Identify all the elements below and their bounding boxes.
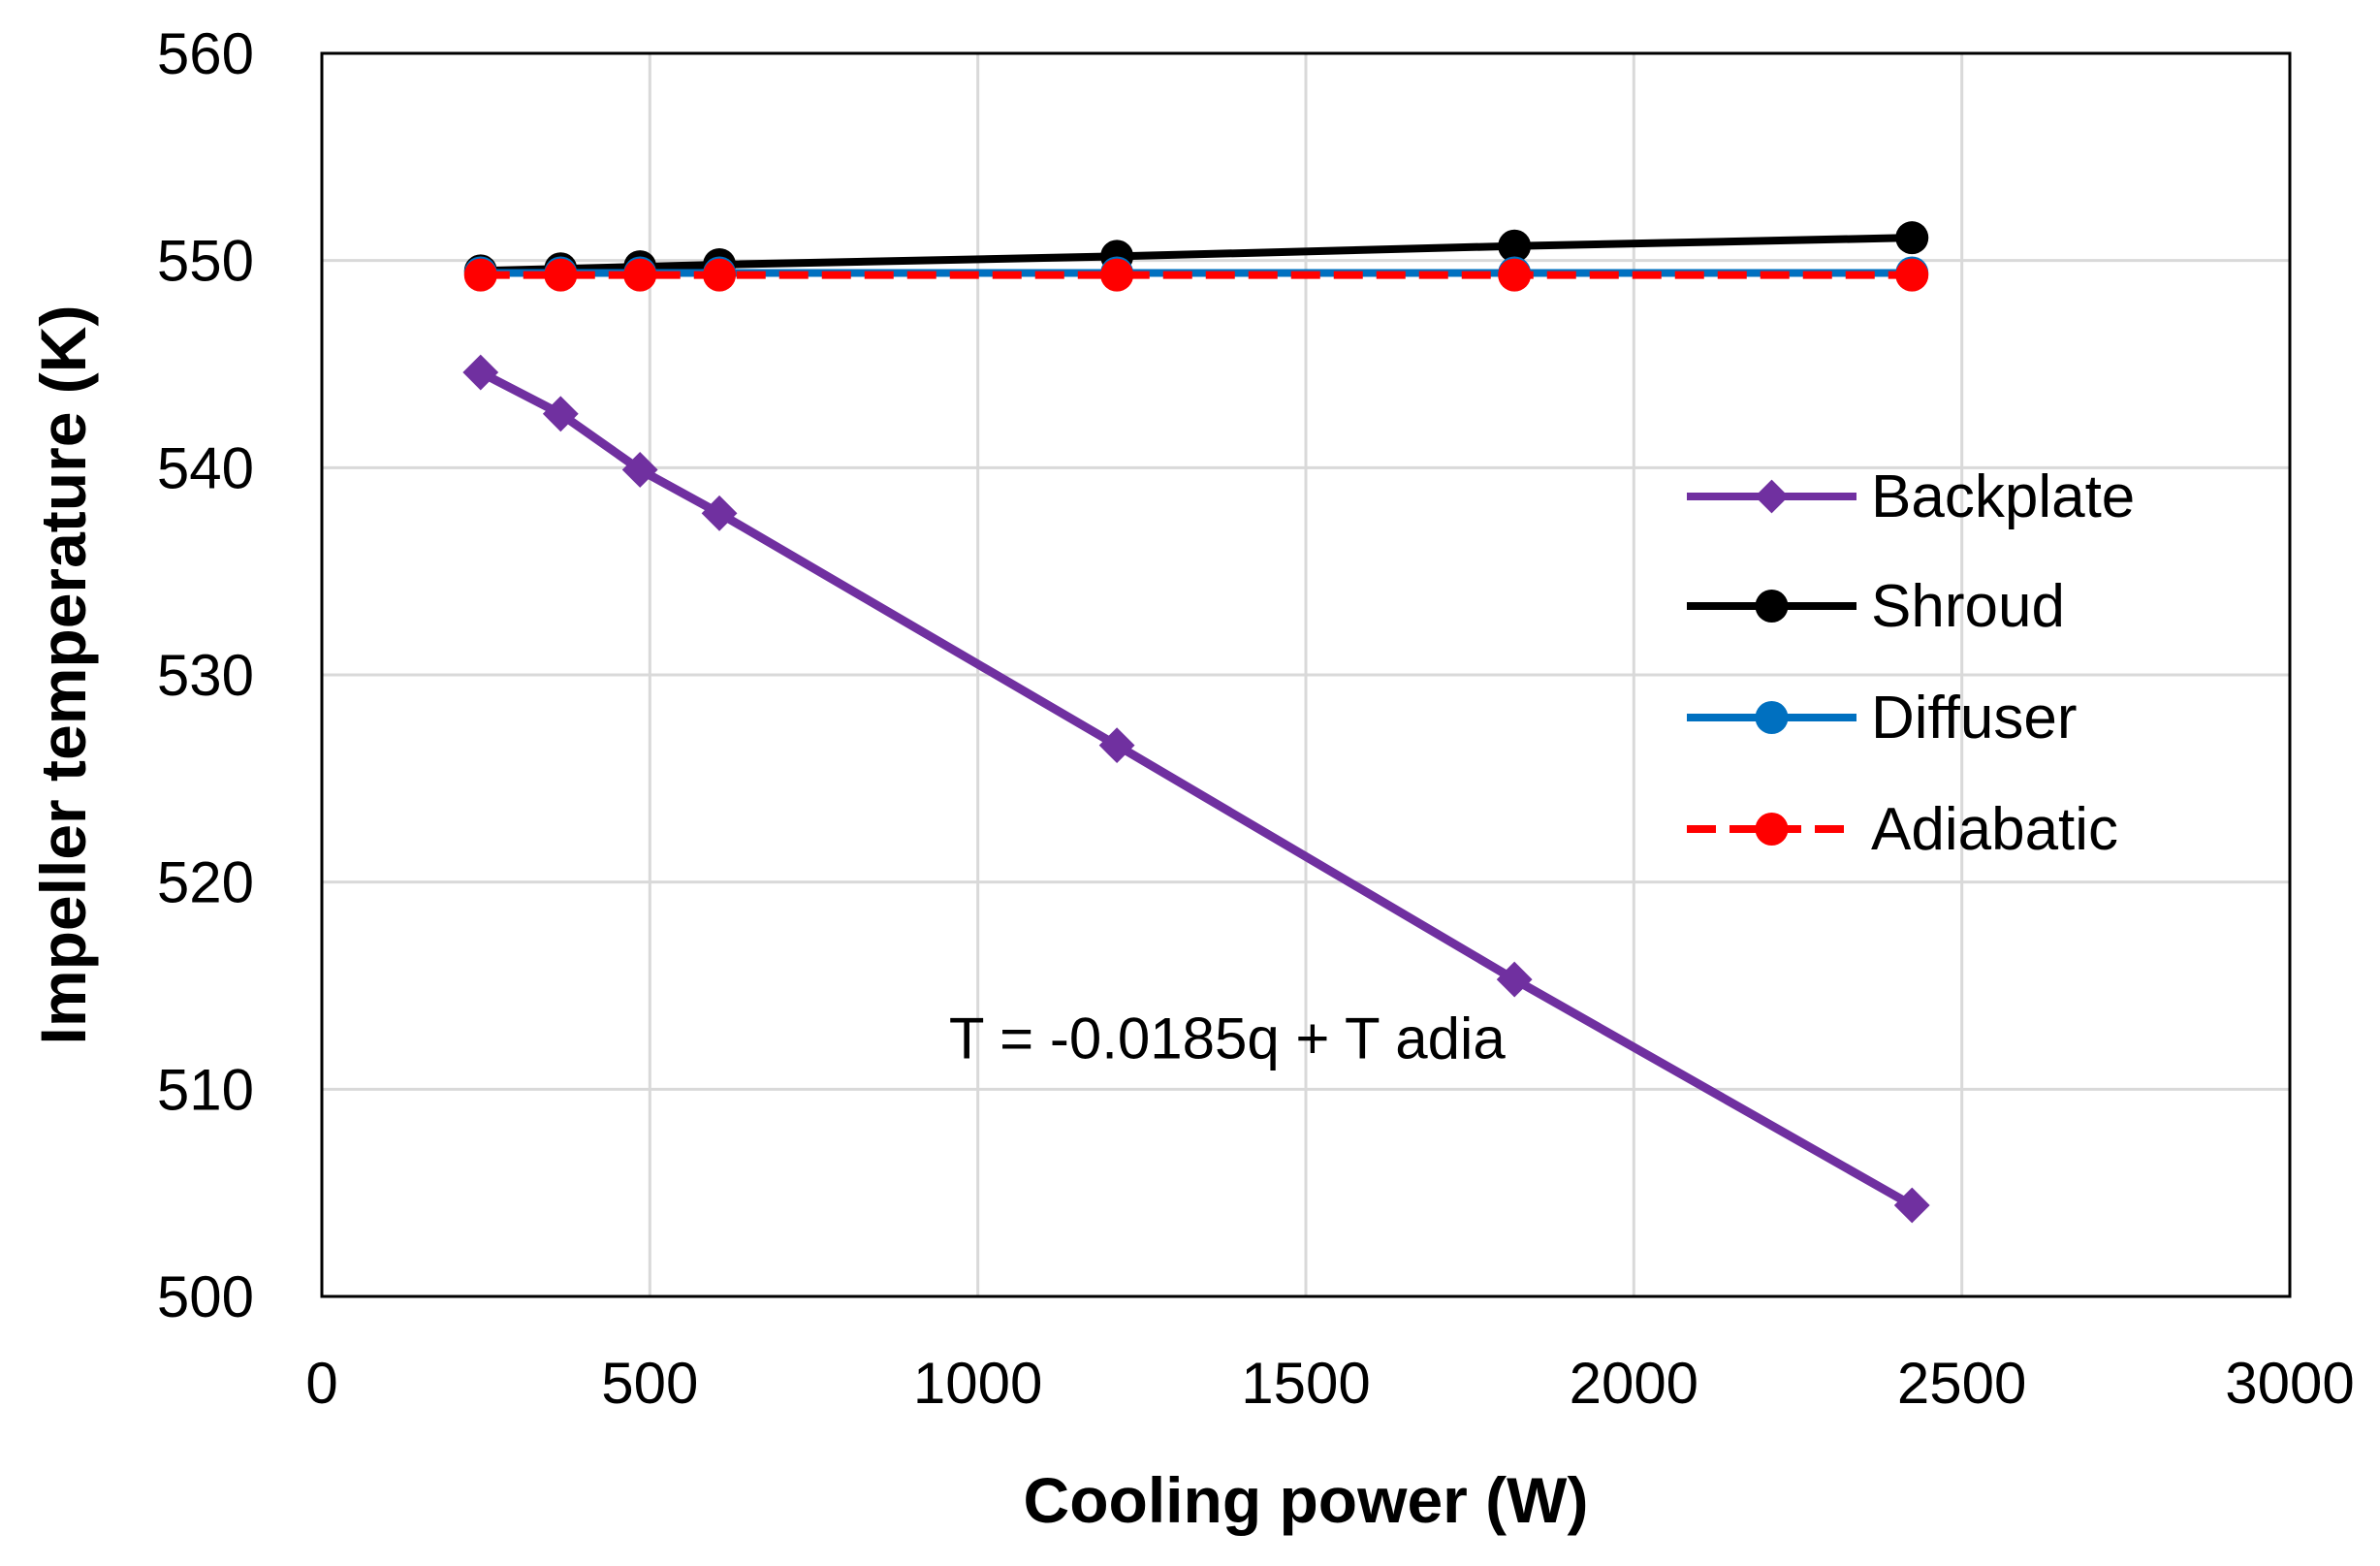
backplate-point: [462, 354, 499, 391]
adiabatic-point: [544, 258, 578, 292]
adiabatic-point: [703, 258, 737, 292]
y-tick-label: 500: [157, 1264, 254, 1329]
backplate-point: [1098, 727, 1135, 764]
backplate-point: [542, 396, 579, 432]
shroud-line: [480, 234, 1913, 275]
y-tick-label: 550: [157, 229, 254, 294]
series-shroud: [463, 221, 1929, 288]
adiabatic-point: [1100, 258, 1134, 292]
legend-item-diffuser: Diffuser: [1687, 685, 2078, 751]
y-tick-label: 530: [157, 643, 254, 708]
x-axis-tick-labels: 0 500 1000 1500 2000 2500 3000: [305, 1351, 2354, 1416]
legend: Backplate Shroud Diffuser Adiabatic: [1687, 463, 2135, 863]
y-tick-label: 520: [157, 850, 254, 915]
x-tick-label: 2000: [1570, 1351, 1698, 1416]
legend-label-backplate: Backplate: [1871, 463, 2135, 530]
legend-marker-backplate: [1755, 479, 1789, 514]
adiabatic-point: [1498, 258, 1532, 292]
x-tick-label: 0: [305, 1351, 337, 1416]
backplate-point: [701, 495, 738, 531]
backplate-point: [1893, 1187, 1930, 1224]
x-tick-label: 1000: [913, 1351, 1042, 1416]
gridlines: [322, 53, 2290, 1296]
series-adiabatic: [463, 258, 1929, 292]
series-backplate: [462, 354, 1930, 1224]
x-tick-label: 500: [601, 1351, 698, 1416]
y-axis-title: Impeller temperature (K): [27, 305, 99, 1045]
data-series: [462, 221, 1930, 1224]
legend-marker-shroud: [1755, 590, 1789, 623]
legend-label-shroud: Shroud: [1871, 573, 2065, 640]
legend-marker-diffuser: [1755, 701, 1789, 734]
y-tick-label: 510: [157, 1057, 254, 1122]
shroud-point: [1895, 221, 1929, 255]
x-tick-label: 1500: [1241, 1351, 1370, 1416]
legend-label-diffuser: Diffuser: [1871, 685, 2078, 751]
equation-annotation: T = -0.0185q + T adia: [949, 1006, 1506, 1071]
adiabatic-point: [1895, 258, 1929, 292]
y-tick-label: 540: [157, 435, 254, 500]
legend-marker-adiabatic: [1755, 813, 1789, 846]
y-tick-label: 560: [157, 21, 254, 86]
backplate-point: [621, 452, 658, 488]
y-axis-tick-labels: 500 510 520 530 540 550 560: [157, 21, 254, 1329]
adiabatic-point: [463, 258, 497, 292]
x-axis-title: Cooling power (W): [1024, 1464, 1589, 1536]
shroud-point: [1498, 229, 1532, 263]
backplate-point: [1496, 961, 1533, 998]
adiabatic-point: [623, 258, 657, 292]
plot-area-frame: [320, 51, 2292, 1298]
legend-item-shroud: Shroud: [1687, 573, 2065, 640]
legend-item-adiabatic: Adiabatic: [1687, 796, 2118, 863]
x-tick-label: 2500: [1897, 1351, 2026, 1416]
legend-item-backplate: Backplate: [1687, 463, 2135, 530]
x-tick-label: 3000: [2225, 1351, 2354, 1416]
legend-label-adiabatic: Adiabatic: [1871, 796, 2118, 863]
